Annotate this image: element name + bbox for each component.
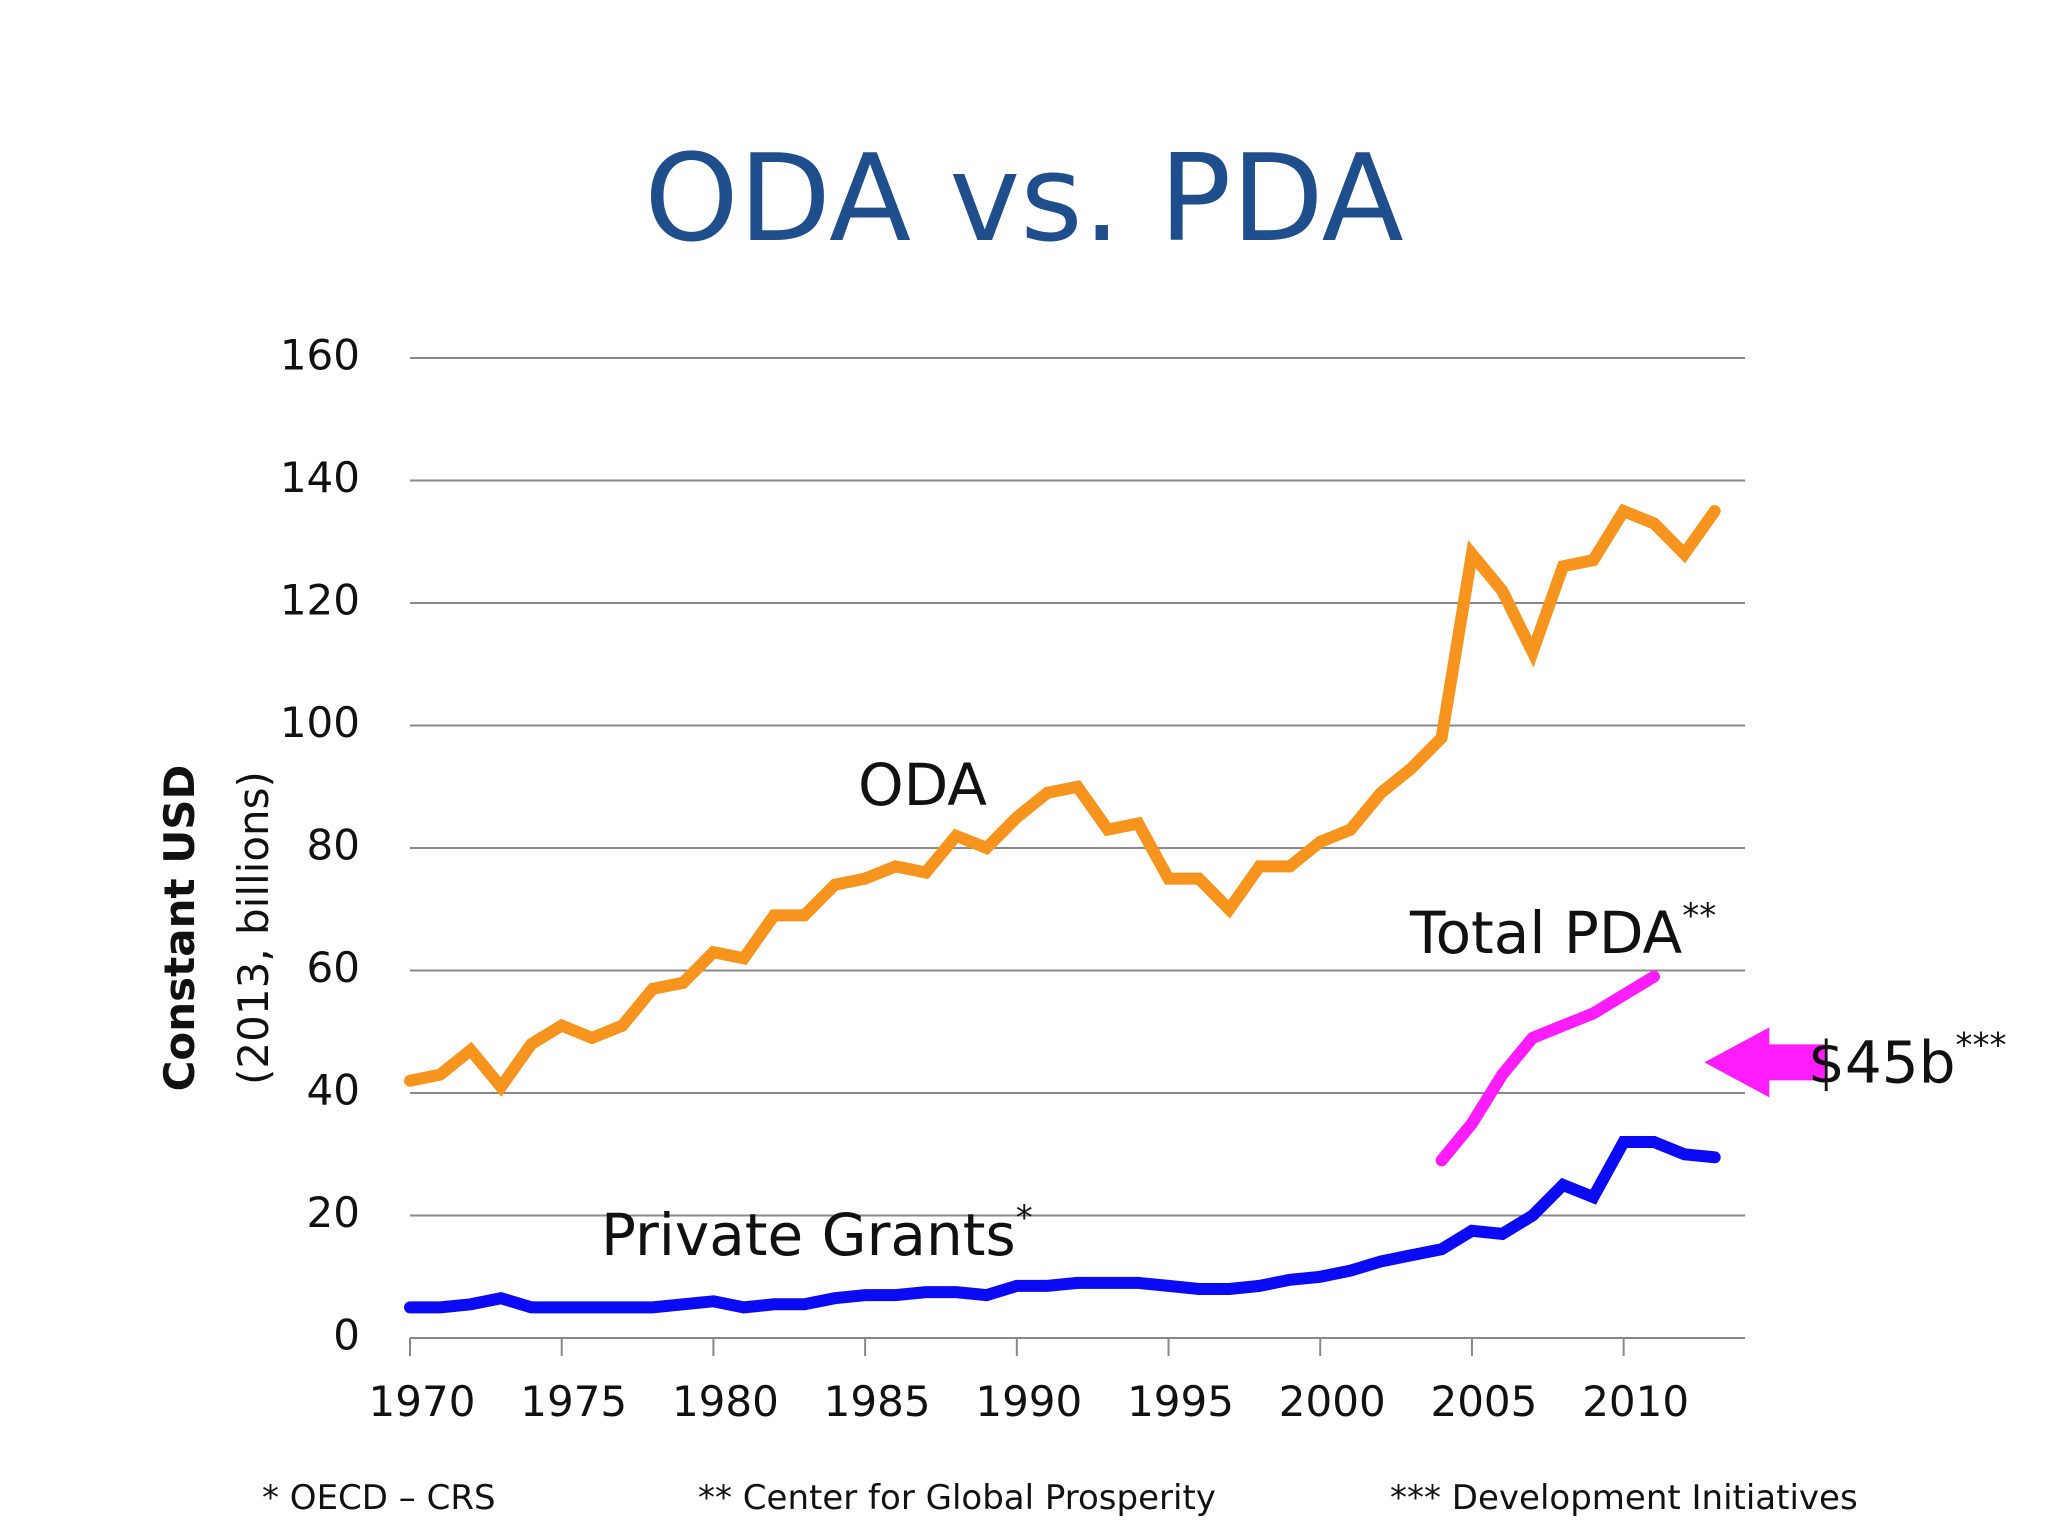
series-line-grants (404, 1136, 1721, 1314)
y-tick-120: 120 (280, 576, 360, 625)
x-tick-1985: 1985 (824, 1377, 931, 1426)
y-tick-20: 20 (307, 1188, 360, 1237)
y-tick-80: 80 (307, 821, 360, 870)
x-tick-2010: 2010 (1582, 1377, 1689, 1426)
x-tick-1970: 1970 (369, 1377, 476, 1426)
series-line-pda (1435, 970, 1660, 1167)
y-tick-0: 0 (333, 1311, 360, 1360)
y-axis-title: Constant USD (155, 765, 204, 1092)
series-lines (404, 503, 1721, 1314)
series-label-grants: Private Grants* (601, 1198, 1033, 1269)
x-tick-2000: 2000 (1279, 1377, 1386, 1426)
x-tick-1975: 1975 (520, 1377, 627, 1426)
y-tick-100: 100 (280, 698, 360, 747)
y-tick-60: 60 (307, 943, 360, 992)
footnote-oecd: * OECD – CRS (262, 1478, 496, 1518)
y-axis-label: Constant USD (2013, billions) (155, 765, 278, 1092)
grid-lines (410, 357, 1745, 1217)
series-label-oda: ODA (858, 751, 987, 819)
y-tick-160: 160 (280, 331, 360, 380)
annotation-arrow-icon (1704, 1027, 1827, 1098)
annotation-label: $45b*** (1808, 1025, 2007, 1096)
y-tick-labels: 0 20 40 60 80 100 120 140 160 (280, 331, 360, 1360)
footnote-di: *** Development Initiatives (1390, 1478, 1858, 1518)
x-tick-1995: 1995 (1127, 1377, 1234, 1426)
x-tick-2005: 2005 (1430, 1377, 1537, 1426)
series-line-oda (404, 503, 1721, 1097)
axes (409, 1337, 1745, 1356)
y-tick-140: 140 (280, 453, 360, 502)
x-tick-labels: 1970 1975 1980 1985 1990 1995 2000 2005 2010 (369, 1377, 1690, 1426)
series-label-pda: Total PDA** (1409, 896, 1716, 967)
y-tick-40: 40 (307, 1066, 360, 1115)
x-tick-1990: 1990 (975, 1377, 1082, 1426)
x-tick-1980: 1980 (672, 1377, 779, 1426)
y-axis-subtitle: (2013, billions) (229, 771, 278, 1085)
page-title: ODA vs. PDA (644, 130, 1404, 269)
footnote-cgp: ** Center for Global Prosperity (698, 1478, 1216, 1518)
annotation-45b: $45b*** (1704, 1025, 2007, 1098)
